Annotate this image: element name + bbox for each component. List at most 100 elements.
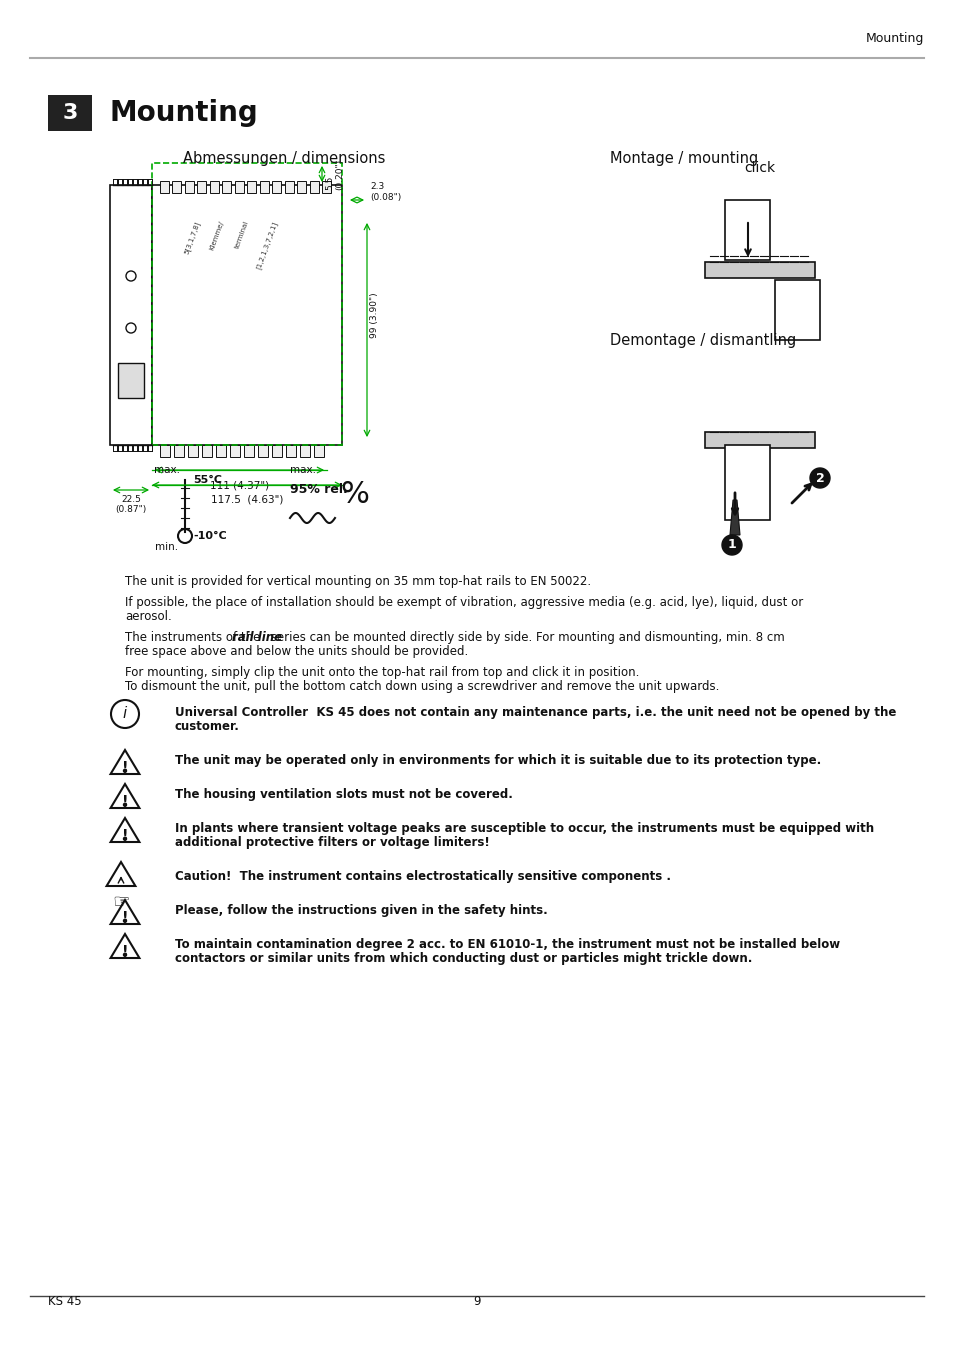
Bar <box>110 185 152 444</box>
Bar <box>172 181 181 193</box>
Bar <box>724 444 769 520</box>
Text: 2: 2 <box>815 471 823 485</box>
Text: 22.5
(0.87"): 22.5 (0.87") <box>115 494 147 515</box>
Text: 95% rel.: 95% rel. <box>290 484 348 496</box>
Text: max.: max. <box>290 465 315 476</box>
Bar <box>197 181 206 193</box>
Bar <box>247 181 256 193</box>
Bar <box>286 444 295 457</box>
Text: 9: 9 <box>473 1296 480 1308</box>
Text: Demontage / dismantling: Demontage / dismantling <box>609 332 796 347</box>
Text: %: % <box>339 480 369 509</box>
Text: max.: max. <box>153 465 180 476</box>
Bar <box>202 444 212 457</box>
Circle shape <box>123 804 127 807</box>
Bar <box>230 444 240 457</box>
Text: 3: 3 <box>62 103 77 123</box>
Bar <box>310 181 318 193</box>
Text: 2.3
(0.08"): 2.3 (0.08") <box>370 182 401 201</box>
Circle shape <box>809 467 829 488</box>
Text: In plants where transient voltage peaks are susceptible to occur, the instrument: In plants where transient voltage peaks … <box>174 821 873 835</box>
Text: !: ! <box>122 828 128 842</box>
Text: [1,2,1,3,7,2,1]: [1,2,1,3,7,2,1] <box>255 220 278 270</box>
Text: ☞: ☞ <box>112 893 130 912</box>
Text: 1: 1 <box>727 539 736 551</box>
Text: -10°C: -10°C <box>193 531 227 540</box>
Bar <box>160 444 170 457</box>
Bar <box>704 432 814 449</box>
Text: KS 45: KS 45 <box>48 1296 82 1308</box>
Bar <box>260 181 269 193</box>
Bar <box>257 444 268 457</box>
Bar <box>215 444 226 457</box>
Text: The housing ventilation slots must not be covered.: The housing ventilation slots must not b… <box>174 788 513 801</box>
Bar <box>724 200 769 259</box>
Text: Abmessungen / dimensions: Abmessungen / dimensions <box>183 150 385 166</box>
Text: !: ! <box>122 944 128 958</box>
Bar <box>244 444 253 457</box>
Text: 5.5
(0.20"): 5.5 (0.20") <box>325 158 344 189</box>
Circle shape <box>123 954 127 957</box>
Text: contactors or similar units from which conducting dust or particles might trickl: contactors or similar units from which c… <box>174 952 752 965</box>
Text: Mounting: Mounting <box>864 32 923 45</box>
Bar <box>299 444 310 457</box>
Text: The unit may be operated only in environments for which it is suitable due to it: The unit may be operated only in environ… <box>174 754 821 767</box>
Text: For mounting, simply clip the unit onto the top-hat rail from top and click it i: For mounting, simply clip the unit onto … <box>125 666 639 680</box>
Text: !: ! <box>122 761 128 774</box>
Text: To maintain contamination degree 2 acc. to EN 61010-1, the instrument must not b: To maintain contamination degree 2 acc. … <box>174 938 840 951</box>
Polygon shape <box>107 862 135 886</box>
Bar <box>118 363 144 399</box>
Polygon shape <box>111 934 139 958</box>
Bar <box>297 181 306 193</box>
Text: Caution!  The instrument contains electrostatically sensitive components .: Caution! The instrument contains electro… <box>174 870 670 884</box>
Bar <box>210 181 219 193</box>
Bar <box>273 181 281 193</box>
Polygon shape <box>111 900 139 924</box>
Text: rail line: rail line <box>232 631 282 644</box>
Text: To dismount the unit, pull the bottom catch down using a screwdriver and remove : To dismount the unit, pull the bottom ca… <box>125 680 719 693</box>
Circle shape <box>123 838 127 840</box>
Polygon shape <box>729 500 740 535</box>
Text: 117.5  (4.63"): 117.5 (4.63") <box>211 494 283 505</box>
Bar <box>322 181 331 193</box>
Text: series can be mounted directly side by side. For mounting and dismounting, min. : series can be mounted directly side by s… <box>267 631 784 644</box>
Circle shape <box>111 700 139 728</box>
Text: click: click <box>743 161 775 176</box>
Bar <box>272 444 282 457</box>
Text: Klemme/: Klemme/ <box>209 220 225 251</box>
Bar <box>234 181 244 193</box>
Polygon shape <box>111 784 139 808</box>
Text: terminal: terminal <box>233 220 250 250</box>
Bar <box>185 181 193 193</box>
Circle shape <box>123 919 127 923</box>
Bar <box>314 444 324 457</box>
Bar <box>285 181 294 193</box>
Polygon shape <box>111 817 139 842</box>
Text: 111 (4.37"): 111 (4.37") <box>210 480 269 490</box>
Text: additional protective filters or voltage limiters!: additional protective filters or voltage… <box>174 836 489 848</box>
Circle shape <box>123 769 127 773</box>
Bar <box>173 444 184 457</box>
Text: Universal Controller  KS 45 does not contain any maintenance parts, i.e. the uni: Universal Controller KS 45 does not cont… <box>174 707 896 719</box>
FancyBboxPatch shape <box>48 95 91 131</box>
Text: customer.: customer. <box>174 720 239 734</box>
Text: Montage / mounting: Montage / mounting <box>609 150 758 166</box>
Text: !: ! <box>122 911 128 924</box>
Text: aerosol.: aerosol. <box>125 611 172 623</box>
Bar <box>160 181 169 193</box>
Circle shape <box>721 535 741 555</box>
Text: The unit is provided for vertical mounting on 35 mm top-hat rails to EN 50022.: The unit is provided for vertical mounti… <box>125 576 591 588</box>
Text: i: i <box>123 707 127 721</box>
Bar <box>152 163 341 444</box>
Text: If possible, the place of installation should be exempt of vibration, aggressive: If possible, the place of installation s… <box>125 596 802 609</box>
Polygon shape <box>111 750 139 774</box>
Text: min.: min. <box>155 542 178 553</box>
Text: free space above and below the units should be provided.: free space above and below the units sho… <box>125 644 468 658</box>
Bar <box>188 444 198 457</box>
Bar <box>704 262 814 278</box>
Text: !: ! <box>122 794 128 808</box>
Bar <box>152 185 341 444</box>
Text: The instruments of the: The instruments of the <box>125 631 264 644</box>
Text: 5[3,1,7,8]: 5[3,1,7,8] <box>183 220 201 255</box>
Text: Mounting: Mounting <box>110 99 258 127</box>
